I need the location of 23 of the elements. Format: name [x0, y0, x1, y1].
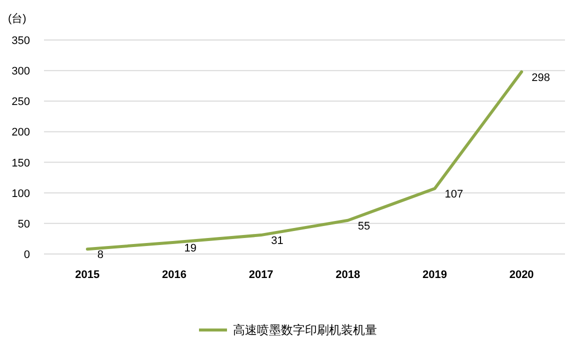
x-tick-label: 2017	[248, 269, 274, 281]
x-tick-label: 2016	[162, 269, 186, 281]
y-tick-label: 150	[12, 157, 30, 170]
line-series	[86, 70, 524, 251]
y-tick-label: 250	[12, 96, 30, 108]
data-label: 8	[97, 249, 104, 262]
x-tick-label: 2019	[422, 269, 447, 281]
data-label: 31	[271, 235, 284, 248]
y-axis-title: (台)	[8, 12, 26, 25]
legend-label: 高速喷墨数字印刷机装机量	[233, 323, 377, 337]
y-tick-label: 0	[24, 249, 30, 261]
x-tick-label: 2015	[75, 269, 100, 281]
x-tick-label: 2020	[509, 269, 534, 281]
x-tick-label: 2018	[336, 269, 360, 281]
y-tick-label: 100	[12, 188, 30, 200]
data-label: 55	[358, 220, 370, 232]
y-tick-label: 50	[18, 218, 30, 230]
y-tick-label: 200	[12, 126, 30, 139]
data-label: 298	[532, 72, 550, 84]
data-label: 19	[184, 242, 196, 254]
data-label: 107	[444, 188, 464, 201]
y-tick-label: 300	[12, 66, 30, 78]
y-tick-label: 350	[12, 35, 30, 47]
